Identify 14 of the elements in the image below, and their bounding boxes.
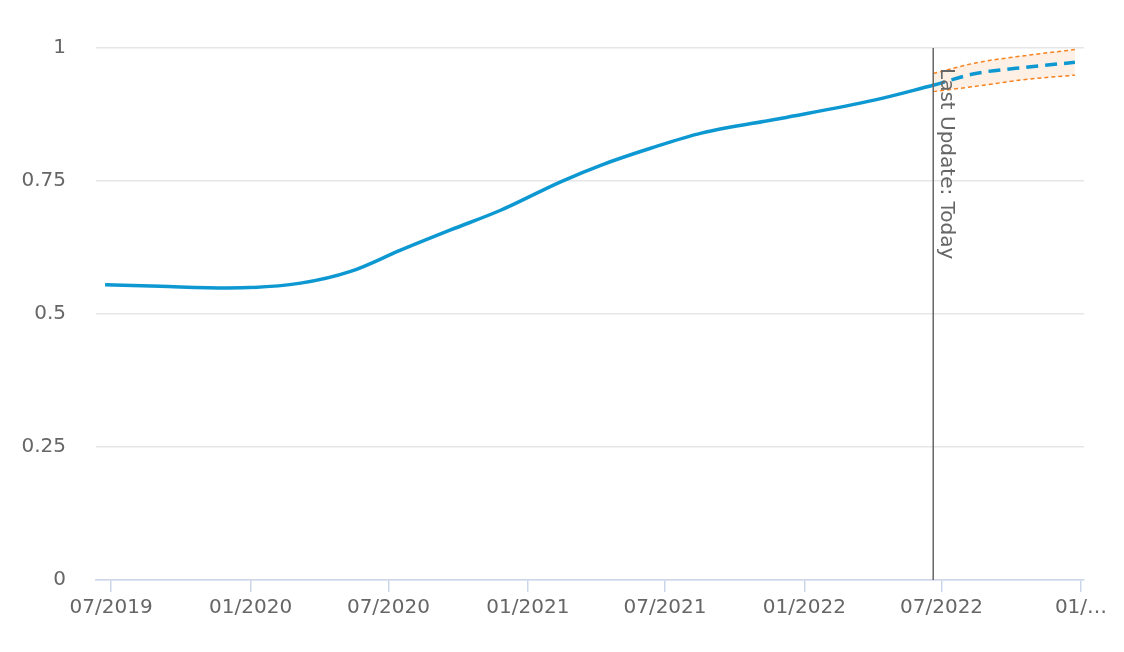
x-tick-label: 07/2019	[69, 594, 153, 619]
x-tick-label: 07/2020	[346, 594, 431, 619]
ref-line-label: Last Update: Today	[936, 68, 961, 260]
x-tick-label: 01/2020	[209, 594, 293, 619]
x-tick-label: 01/…	[1054, 594, 1108, 619]
y-tick-label: 0.25	[21, 433, 66, 458]
x-tick-label: 07/2022	[900, 594, 984, 619]
y-tick-label: 0	[53, 566, 66, 591]
x-tick-label: 01/2021	[486, 594, 570, 619]
y-tick-label: 0.5	[34, 300, 66, 325]
y-tick-label: 0.75	[21, 167, 66, 192]
y-tick-label: 1	[53, 34, 66, 59]
x-tick-label: 01/2022	[762, 594, 846, 619]
x-tick-label: 07/2021	[623, 594, 707, 619]
